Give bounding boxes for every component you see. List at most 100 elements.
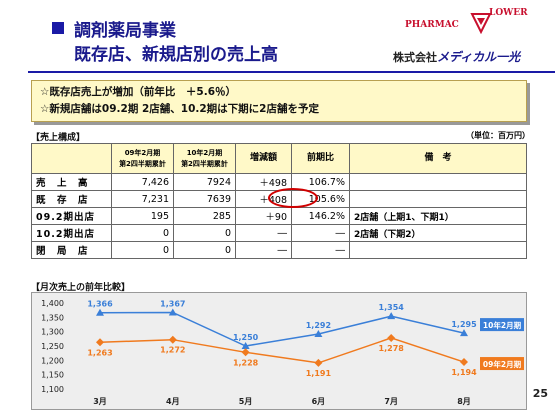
header-text-line: 10年2月期 [186, 148, 223, 157]
data-point [314, 329, 323, 337]
note-cell [349, 190, 527, 208]
data-label: 1,191 [306, 369, 332, 378]
table-header-cell: 備 考 [349, 143, 527, 174]
legend-tag [480, 357, 524, 371]
data-point [241, 342, 250, 349]
table-row: 閉 局 店 0 0 ― ― [31, 241, 527, 259]
note-cell: 2店舗（上期1、下期1） [349, 207, 527, 225]
prev-value-cell: 7,426 [111, 173, 174, 191]
x-tick-label: 8月 [457, 397, 471, 406]
data-label: 1,354 [379, 303, 405, 312]
data-point [241, 348, 250, 357]
curr-value-cell: 0 [173, 224, 236, 242]
flower-logo-icon [470, 13, 492, 34]
sales-table: 09年2月期 第2四半期累計 10年2月期 第2四半期累計 増減額 前期比 備 考 … [31, 143, 527, 259]
x-tick-label: 6月 [312, 397, 326, 406]
row-label-cell: 09.2期出店 [31, 207, 112, 225]
table-header-cell [31, 143, 112, 174]
summary-box: ☆既存店売上が増加（前年比 ＋5.6％） ☆新規店舗は09.2期 2店舗、10.… [31, 80, 527, 122]
table-header-cell: 09年2月期 第2四半期累計 [111, 143, 174, 174]
prev-value-cell: 7,231 [111, 190, 174, 208]
data-point [460, 358, 468, 367]
page-title-segment: 調剤薬局事業 [74, 21, 176, 41]
y-tick-label: 1,400 [41, 299, 64, 308]
company-brand: メディカル一光 [437, 50, 521, 64]
logo-text-flower: LOWER [489, 8, 528, 18]
header-text-line: 09年2月期 [124, 148, 161, 157]
curr-value-cell: 7924 [173, 173, 236, 191]
chart-section-label: 【月次売上の前年比較】 [31, 283, 131, 293]
diff-value-cell: ＋90 [235, 207, 292, 225]
table-row: 09.2期出店 195 285 ＋90 146.2% 2店舗（上期1、下期1） [31, 207, 527, 225]
data-label: 1,263 [87, 348, 112, 357]
header-text-line: 第2四半期累計 [181, 159, 228, 168]
row-label-cell: 10.2期出店 [31, 224, 112, 242]
data-point [168, 308, 177, 316]
chart-panel: 1,100 1,150 1,200 1,250 1,300 1,350 1,400 3月 4月 5… [31, 292, 527, 410]
data-point [96, 308, 104, 316]
x-tick-label: 5月 [239, 397, 253, 406]
page-number: 25 [532, 387, 548, 400]
x-tick-label: 7月 [384, 397, 398, 406]
ratio-value-cell: ― [291, 224, 350, 242]
company-name: 株式会社メディカル一光 [393, 48, 520, 65]
y-tick-label: 1,350 [41, 313, 64, 322]
curr-value-cell: 7639 [173, 190, 236, 208]
header-divider [28, 71, 555, 73]
data-label: 1,250 [233, 333, 259, 342]
table-header-cell: 増減額 [235, 143, 292, 174]
table-row: 10.2期出店 0 0 ― ― 2店舗（下期2） [31, 224, 527, 242]
table-row: 既 存 店 7,231 7639 ＋408 105.6% [31, 190, 527, 208]
data-label: 1,366 [87, 300, 113, 309]
curr-value-cell: 285 [173, 207, 236, 225]
data-label: 1,194 [451, 368, 477, 377]
note-cell [349, 173, 527, 191]
data-label: 1,292 [306, 321, 331, 330]
row-label-cell: 売 上 高 [31, 173, 112, 191]
note-cell [349, 241, 527, 259]
data-label: 1,272 [160, 346, 185, 355]
table-row: 売 上 高 7,426 7924 ＋498 106.7% [31, 173, 527, 191]
ratio-value-cell: ― [291, 241, 350, 259]
y-tick-label: 1,100 [41, 385, 64, 394]
legend-tag [480, 318, 524, 332]
y-tick-label: 1,200 [41, 356, 64, 365]
y-tick-label: 1,250 [41, 342, 64, 351]
monthly-sales-line-chart: 1,100 1,150 1,200 1,250 1,300 1,350 1,400 3月 4月 5… [41, 299, 524, 406]
curr-value-cell: 0 [173, 241, 236, 259]
page-title: 既存店、新規店別の売上高 [74, 45, 278, 65]
row-label-cell: 閉 局 店 [31, 241, 112, 259]
series-line [99, 311, 465, 347]
header-text-line: 第2四半期累計 [119, 159, 166, 168]
data-point [314, 358, 323, 367]
company-logo: PHARMAC LOWER 株式会社メディカル一光 [385, 4, 555, 68]
data-point [96, 338, 104, 347]
data-label: 1,278 [379, 344, 405, 353]
x-tick-label: 3月 [93, 397, 107, 406]
y-tick-label: 1,150 [41, 371, 64, 380]
row-label-cell: 既 存 店 [31, 190, 112, 208]
diff-value-cell: ― [235, 224, 292, 242]
prev-value-cell: 0 [111, 224, 174, 242]
table-header-cell: 前期比 [291, 143, 350, 174]
x-tick-label: 4月 [166, 397, 180, 406]
y-tick-label: 1,300 [41, 328, 64, 337]
data-label: 1,228 [233, 358, 259, 367]
prev-value-cell: 195 [111, 207, 174, 225]
ratio-value-cell: 146.2% [291, 207, 350, 225]
data-point [168, 335, 177, 344]
series-line [99, 337, 465, 364]
title-bullet-square [52, 22, 64, 34]
unit-label: （単位：百万円） [466, 131, 530, 140]
legend-label: 10年2月期 [483, 320, 522, 330]
company-prefix: 株式会社 [393, 51, 437, 64]
data-label: 1,367 [160, 299, 185, 308]
table-header-cell: 10年2月期 第2四半期累計 [173, 143, 236, 174]
sales-table-label: 【売上構成】 [31, 133, 86, 143]
data-point [387, 312, 396, 320]
table-header-row: 09年2月期 第2四半期累計 10年2月期 第2四半期累計 増減額 前期比 備 考 [31, 143, 527, 174]
summary-line: ☆新規店舗は09.2期 2店舗、10.2期は下期に2店舗を予定 [40, 103, 319, 115]
data-point [387, 333, 396, 342]
prev-value-cell: 0 [111, 241, 174, 259]
legend-label: 09年2月期 [483, 359, 522, 369]
